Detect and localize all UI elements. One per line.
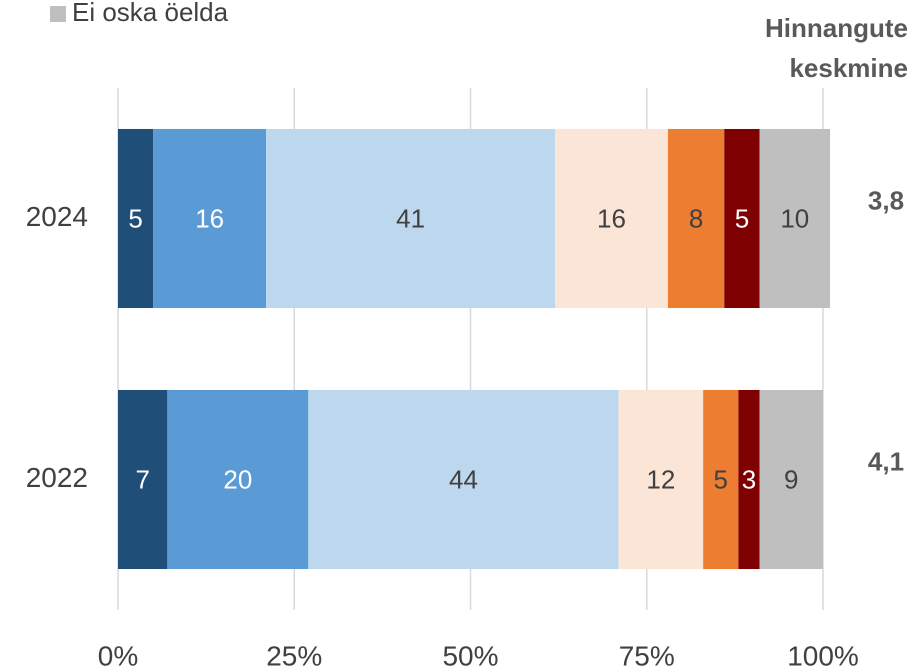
data-label: 7 bbox=[135, 464, 149, 494]
legend-label: Ei oska öelda bbox=[72, 0, 229, 27]
data-label: 5 bbox=[128, 203, 142, 233]
data-label: 3 bbox=[742, 464, 756, 494]
data-label: 5 bbox=[714, 464, 728, 494]
data-label: 44 bbox=[449, 464, 478, 494]
bar-segment bbox=[667, 128, 725, 309]
data-label: 9 bbox=[784, 464, 798, 494]
data-label: 10 bbox=[780, 203, 809, 233]
mean-label: 3,8 bbox=[868, 185, 904, 215]
bar-segment bbox=[738, 389, 760, 570]
data-label: 41 bbox=[396, 203, 425, 233]
annotation-title: Hinnangute bbox=[765, 13, 908, 43]
bar-segment bbox=[308, 389, 619, 570]
x-tick-label: 75% bbox=[619, 640, 675, 671]
x-tick-label: 0% bbox=[98, 640, 138, 671]
bar-segment bbox=[703, 389, 739, 570]
bar-segment bbox=[618, 389, 704, 570]
data-label: 20 bbox=[223, 464, 252, 494]
x-tick-label: 25% bbox=[266, 640, 322, 671]
legend-swatch bbox=[50, 6, 66, 22]
bar-segment bbox=[759, 128, 831, 309]
bar-segment bbox=[555, 128, 668, 309]
data-label: 16 bbox=[195, 203, 224, 233]
bar-segment bbox=[759, 389, 823, 570]
mean-label: 4,1 bbox=[868, 446, 904, 476]
y-tick-label: 2022 bbox=[26, 462, 88, 493]
data-label: 16 bbox=[597, 203, 626, 233]
bar-segment bbox=[118, 389, 168, 570]
annotation-title: keskmine bbox=[789, 53, 908, 83]
y-tick-label: 2024 bbox=[26, 201, 88, 232]
data-label: 5 bbox=[735, 203, 749, 233]
bar-segment bbox=[266, 128, 556, 309]
x-tick-label: 50% bbox=[442, 640, 498, 671]
data-label: 8 bbox=[689, 203, 703, 233]
x-tick-label: 100% bbox=[787, 640, 859, 671]
bar-segment bbox=[167, 389, 309, 570]
data-label: 12 bbox=[646, 464, 675, 494]
bar-segment bbox=[724, 128, 760, 309]
bar-segment bbox=[118, 128, 154, 309]
bar-segment bbox=[153, 128, 267, 309]
